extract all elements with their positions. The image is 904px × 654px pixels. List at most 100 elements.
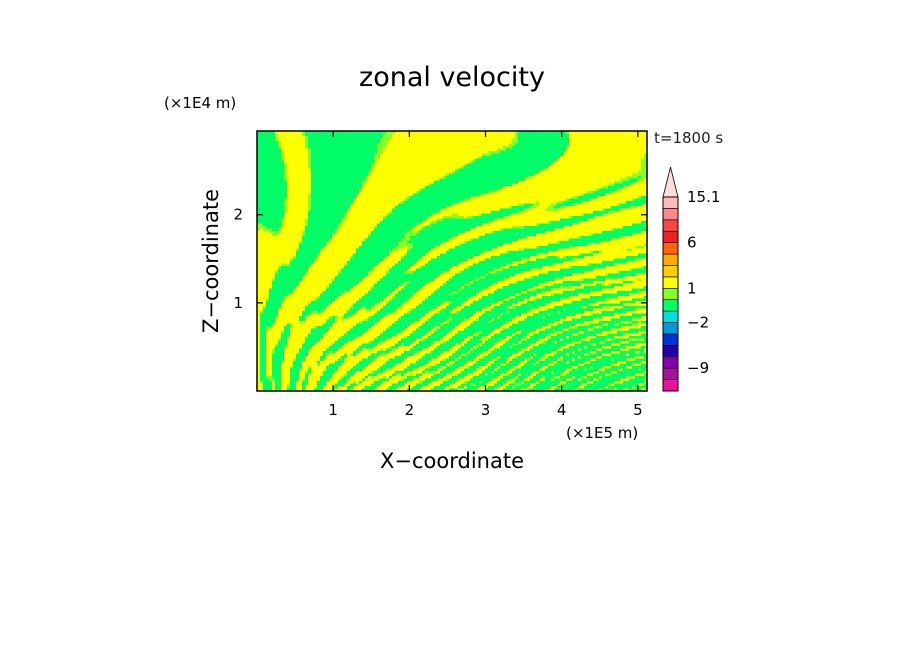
field-cell <box>353 198 357 202</box>
field-cell <box>368 328 387 332</box>
field-cell <box>440 343 456 347</box>
field-cell <box>512 346 528 349</box>
field-cell <box>635 273 639 277</box>
field-cell <box>566 368 573 372</box>
field-cell <box>566 256 585 259</box>
field-cell <box>500 378 510 382</box>
field-cell <box>473 161 555 164</box>
field-cell <box>410 281 429 284</box>
field-cell <box>488 191 495 194</box>
field-cell <box>635 376 647 379</box>
field-cell <box>281 143 306 147</box>
field-cell <box>449 383 453 387</box>
field-cell <box>512 366 516 369</box>
field-cell <box>281 218 285 222</box>
field-cell <box>641 338 645 342</box>
field-cell <box>593 216 597 219</box>
field-cell <box>296 251 321 254</box>
field-cell <box>458 311 477 314</box>
field-cell <box>377 263 396 267</box>
field-cell <box>527 333 534 337</box>
field-cell <box>611 328 630 332</box>
field-cell <box>602 331 618 334</box>
field-cell <box>491 331 501 334</box>
field-cell <box>557 201 564 204</box>
field-cell <box>281 333 291 337</box>
field-cell <box>494 388 504 391</box>
field-cell <box>311 148 378 152</box>
field-cell <box>392 136 516 139</box>
field-cell <box>530 378 540 382</box>
field-cell <box>626 201 647 204</box>
field-cell <box>260 343 267 347</box>
field-cell <box>518 321 555 324</box>
field-cell <box>257 358 261 362</box>
field-cell <box>482 288 486 292</box>
field-cell <box>395 263 414 267</box>
field-cell <box>257 211 285 214</box>
field-cell <box>614 211 647 214</box>
field-cell <box>374 358 390 362</box>
field-cell <box>413 331 429 334</box>
field-cell <box>266 373 273 377</box>
field-cell <box>482 338 486 342</box>
field-cell <box>638 368 642 372</box>
field-cell <box>545 281 549 284</box>
field-cell <box>308 366 312 369</box>
field-cell <box>560 268 594 272</box>
field-cell <box>431 333 447 337</box>
field-cell <box>443 351 456 354</box>
field-cell <box>563 303 588 307</box>
field-cell <box>275 276 303 279</box>
field-cell <box>452 376 465 379</box>
field-cell <box>389 313 405 317</box>
field-cell <box>272 356 285 359</box>
field-cell <box>428 183 432 187</box>
field-cell <box>281 266 309 269</box>
field-cell <box>569 138 647 142</box>
field-cell <box>563 226 624 229</box>
field-cell <box>614 263 618 267</box>
field-cell <box>557 333 573 337</box>
field-cell <box>308 138 381 142</box>
field-cell <box>257 378 261 382</box>
field-cell <box>305 276 336 279</box>
field-cell <box>530 308 534 312</box>
field-cell <box>272 371 282 374</box>
field-cell <box>572 273 606 277</box>
field-cell <box>473 376 498 379</box>
field-cell <box>638 383 645 387</box>
field-cell <box>626 333 642 337</box>
field-cell <box>371 308 381 312</box>
field-cell <box>401 256 405 259</box>
field-cell <box>554 206 561 209</box>
field-cell <box>371 353 381 357</box>
field-cell <box>425 283 444 287</box>
field-cell <box>611 366 627 369</box>
field-cell <box>539 338 549 342</box>
field-cell <box>572 216 594 219</box>
field-cell <box>548 323 558 327</box>
field-cell <box>404 328 417 332</box>
field-cell <box>257 228 261 232</box>
field-cell <box>275 381 282 384</box>
field-cell <box>449 206 510 209</box>
field-cell <box>563 373 567 377</box>
field-cell <box>464 363 474 367</box>
field-cell <box>533 286 543 289</box>
field-cell <box>632 323 639 327</box>
field-cell <box>323 336 342 339</box>
field-cell <box>377 226 414 229</box>
field-cell <box>620 178 630 182</box>
field-cell <box>470 338 480 342</box>
field-cell <box>284 221 306 224</box>
field-cell <box>485 251 507 254</box>
field-cell <box>266 353 273 357</box>
field-cell <box>485 336 492 339</box>
field-cell <box>482 371 492 374</box>
field-cell <box>263 383 273 387</box>
field-cell <box>437 211 441 214</box>
field-cell <box>458 263 474 267</box>
field-cell <box>359 336 378 339</box>
field-cell <box>287 173 312 177</box>
